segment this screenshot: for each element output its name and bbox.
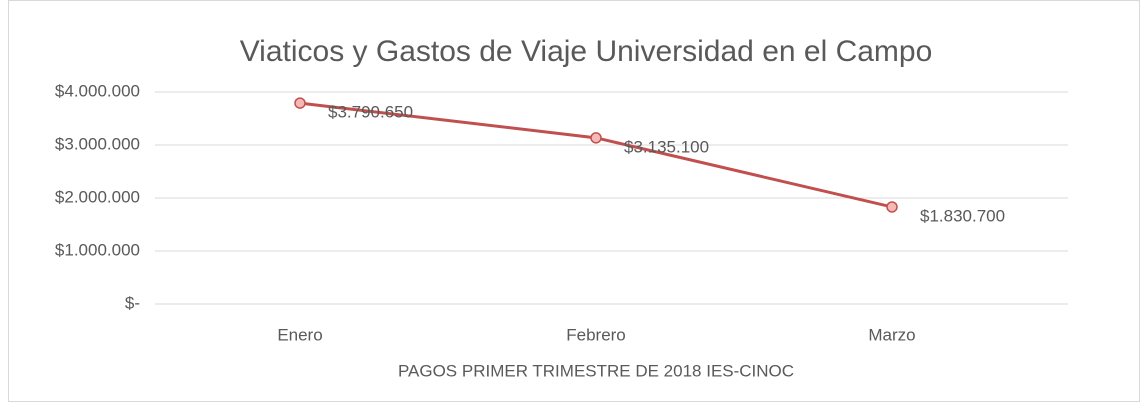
data-label: $3.135.100	[624, 137, 709, 156]
y-tick-label: $4.000.000	[55, 81, 140, 100]
y-tick-label: $3.000.000	[55, 134, 140, 153]
y-tick-label: $1.000.000	[55, 240, 140, 259]
x-axis-title: PAGOS PRIMER TRIMESTRE DE 2018 IES-CINOC	[398, 361, 794, 380]
data-point	[886, 201, 898, 213]
data-label: $1.830.700	[920, 206, 1005, 225]
data-point	[294, 97, 306, 109]
y-tick-label: $2.000.000	[55, 187, 140, 206]
y-tick-label: $-	[125, 293, 140, 312]
chart-frame	[8, 0, 1140, 402]
data-point	[590, 132, 602, 144]
x-tick-label: Enero	[277, 325, 322, 344]
chart-title: Viaticos y Gastos de Viaje Universidad e…	[240, 35, 933, 68]
x-tick-label: Marzo	[868, 325, 915, 344]
data-label: $3.790.650	[328, 103, 413, 122]
x-tick-label: Febrero	[566, 325, 626, 344]
